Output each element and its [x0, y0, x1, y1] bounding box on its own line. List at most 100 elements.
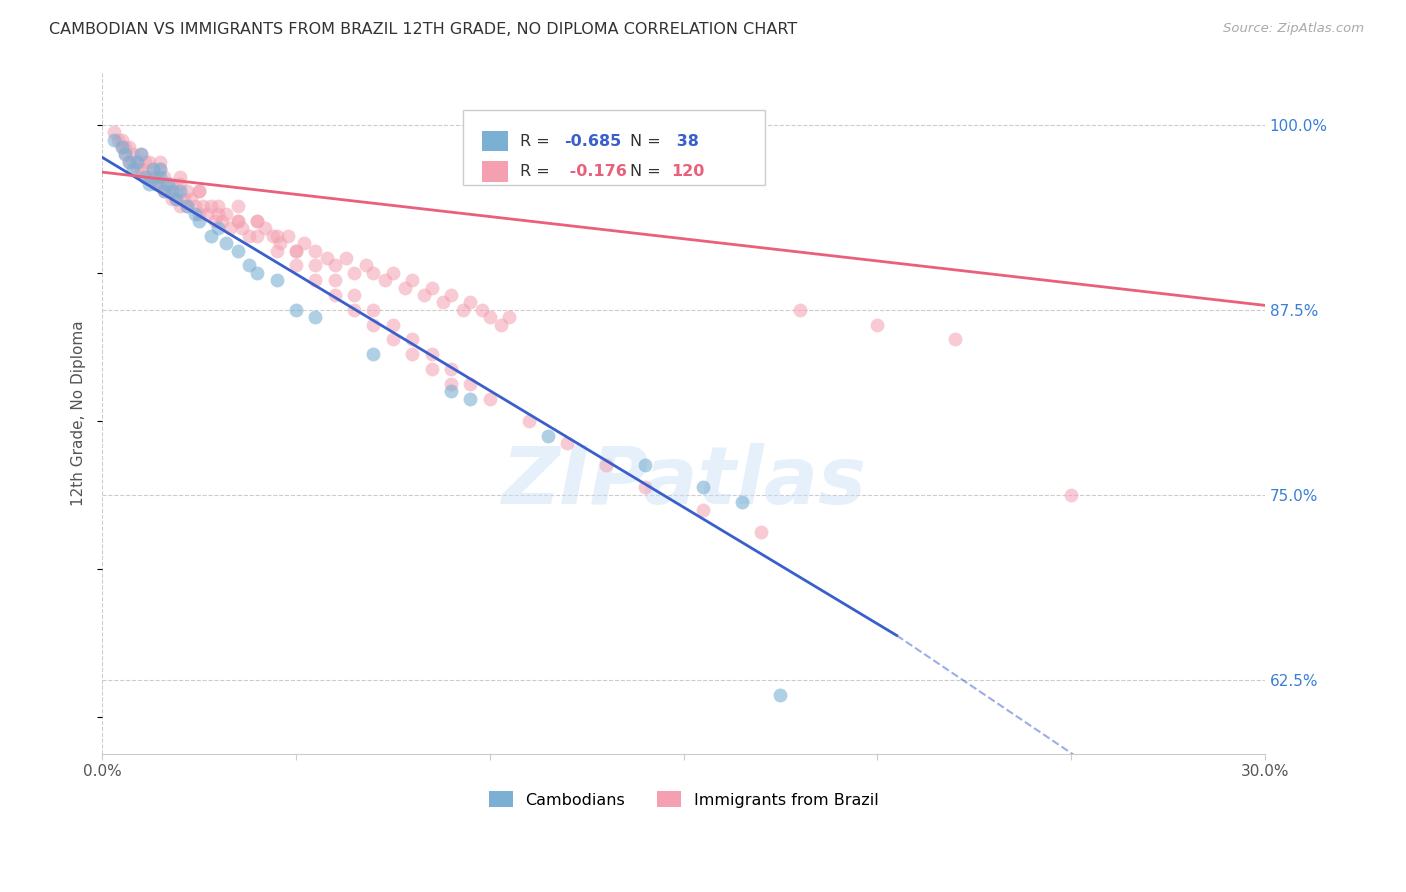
Point [363, 302, 385, 317]
Point [323, 259, 346, 273]
Point [153, 185, 176, 199]
Point [176, 199, 198, 213]
Point [363, 347, 385, 361]
Point [269, 236, 291, 251]
Point [246, 214, 269, 228]
Bar [482, 161, 508, 182]
Point [127, 162, 149, 177]
Point [343, 266, 366, 280]
Point [184, 199, 207, 213]
Point [246, 266, 269, 280]
Point [381, 266, 404, 280]
Point [595, 458, 617, 473]
Point [138, 177, 160, 191]
Text: N =: N = [630, 134, 666, 149]
Point [103, 125, 125, 139]
Point [138, 154, 160, 169]
Text: R =: R = [520, 134, 554, 149]
Point [246, 214, 269, 228]
Point [207, 199, 229, 213]
Point [122, 162, 145, 177]
Point [226, 214, 249, 228]
Point [266, 228, 288, 243]
Point [169, 169, 191, 184]
Point [692, 502, 714, 516]
Point [110, 140, 132, 154]
Point [129, 147, 152, 161]
Text: CAMBODIAN VS IMMIGRANTS FROM BRAZIL 12TH GRADE, NO DIPLOMA CORRELATION CHART: CAMBODIAN VS IMMIGRANTS FROM BRAZIL 12TH… [49, 22, 797, 37]
Point [169, 199, 191, 213]
Point [149, 169, 172, 184]
Point [149, 154, 172, 169]
Text: 120: 120 [671, 164, 704, 179]
Bar [482, 131, 508, 152]
Point [285, 302, 308, 317]
Point [200, 199, 222, 213]
Point [107, 132, 129, 146]
Point [188, 185, 211, 199]
Point [381, 333, 404, 347]
Point [420, 362, 443, 376]
Point [188, 214, 211, 228]
Text: Source: ZipAtlas.com: Source: ZipAtlas.com [1223, 22, 1364, 36]
Point [769, 688, 792, 702]
Point [149, 162, 172, 177]
Y-axis label: 12th Grade, No Diploma: 12th Grade, No Diploma [72, 320, 86, 507]
Point [110, 140, 132, 154]
Point [460, 376, 482, 391]
Point [134, 169, 156, 184]
Point [537, 428, 560, 442]
Point [343, 302, 366, 317]
Point [478, 392, 501, 406]
Point [145, 177, 167, 191]
Point [149, 177, 172, 191]
Point [122, 154, 145, 169]
Point [188, 185, 211, 199]
Point [266, 244, 288, 258]
Point [219, 221, 242, 235]
Point [335, 251, 357, 265]
Point [169, 185, 191, 199]
Point [160, 185, 183, 199]
Point [176, 185, 198, 199]
Text: -0.176: -0.176 [564, 164, 627, 179]
Point [142, 162, 165, 177]
Point [420, 280, 443, 294]
Point [165, 185, 187, 199]
Point [114, 140, 136, 154]
Point [118, 154, 141, 169]
Point [401, 347, 423, 361]
Point [440, 288, 463, 302]
Point [165, 192, 187, 206]
Point [285, 244, 308, 258]
Point [246, 228, 269, 243]
Point [122, 147, 145, 161]
Point [157, 185, 180, 199]
Point [292, 236, 315, 251]
Point [118, 140, 141, 154]
Point [103, 132, 125, 146]
Point [215, 236, 238, 251]
Point [634, 480, 657, 494]
Point [173, 192, 195, 206]
Point [277, 228, 299, 243]
Point [142, 162, 165, 177]
Point [188, 206, 211, 220]
Point [238, 259, 260, 273]
Point [114, 147, 136, 161]
Point [191, 199, 214, 213]
Point [262, 228, 284, 243]
Point [866, 318, 889, 332]
Point [226, 214, 249, 228]
Point [180, 192, 202, 206]
Point [749, 524, 772, 539]
Point [226, 244, 249, 258]
Point [432, 295, 454, 310]
Point [478, 310, 501, 325]
Point [110, 132, 132, 146]
Point [316, 251, 339, 265]
Point [460, 392, 482, 406]
Point [207, 221, 229, 235]
Point [145, 169, 167, 184]
Point [195, 206, 218, 220]
